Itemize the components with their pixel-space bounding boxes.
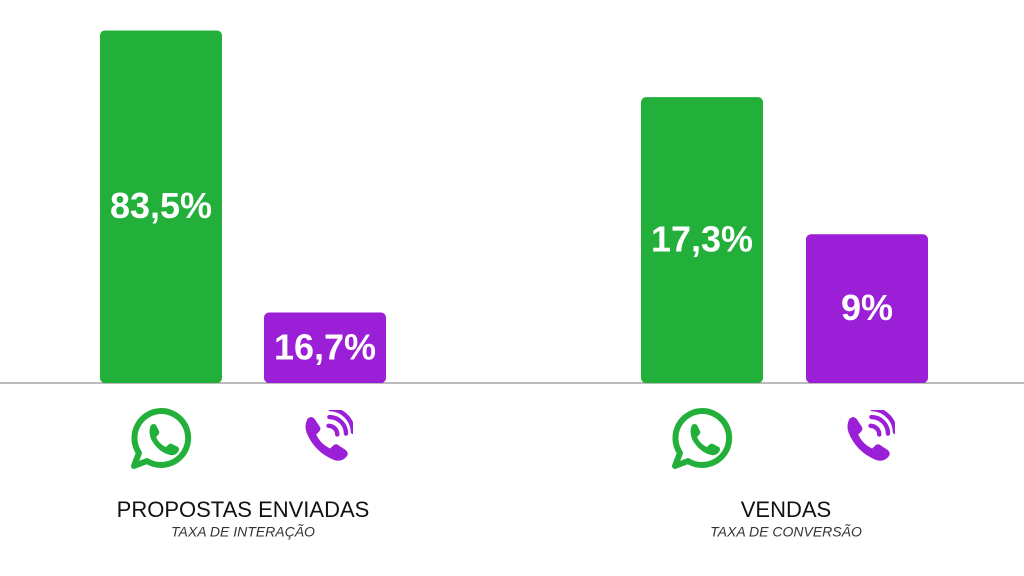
group-title: VENDAS [741,497,831,522]
bar [264,312,386,383]
whatsapp-icon [134,411,188,466]
phone-icon [306,409,354,461]
value-label: 16,7% [274,326,376,367]
value-label: 17,3% [651,219,753,260]
value-label: 9% [841,287,893,328]
bar [641,97,763,383]
bar [806,234,928,383]
value-label: 83,5% [110,185,212,226]
bar [100,30,222,383]
phone-icon [848,409,896,461]
group-subtitle: TAXA DE CONVERSÃO [710,524,862,540]
whatsapp-icon [675,411,729,466]
group-title: PROPOSTAS ENVIADAS [117,497,370,522]
group-subtitle: TAXA DE INTERAÇÃO [171,524,315,540]
